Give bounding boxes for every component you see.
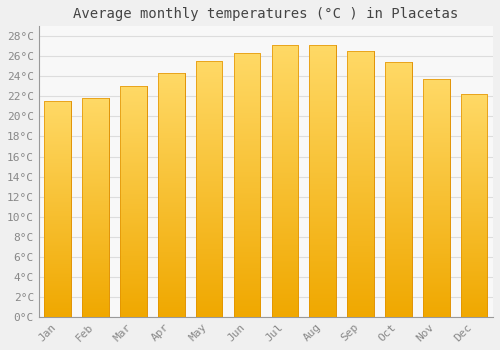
Bar <box>44 102 71 317</box>
Bar <box>461 94 487 317</box>
Bar <box>272 45 298 317</box>
Bar <box>82 98 109 317</box>
Bar <box>310 45 336 317</box>
Bar <box>272 45 298 317</box>
Bar <box>158 74 184 317</box>
Bar <box>385 62 411 317</box>
Bar <box>423 79 450 317</box>
Bar <box>196 61 222 317</box>
Bar <box>348 51 374 317</box>
Bar <box>120 86 146 317</box>
Bar <box>196 61 222 317</box>
Bar <box>423 79 450 317</box>
Bar <box>82 98 109 317</box>
Bar <box>310 45 336 317</box>
Bar <box>385 62 411 317</box>
Bar <box>348 51 374 317</box>
Bar <box>120 86 146 317</box>
Bar <box>44 102 71 317</box>
Bar <box>234 53 260 317</box>
Bar <box>158 74 184 317</box>
Bar <box>234 53 260 317</box>
Bar <box>461 94 487 317</box>
Title: Average monthly temperatures (°C ) in Placetas: Average monthly temperatures (°C ) in Pl… <box>74 7 458 21</box>
